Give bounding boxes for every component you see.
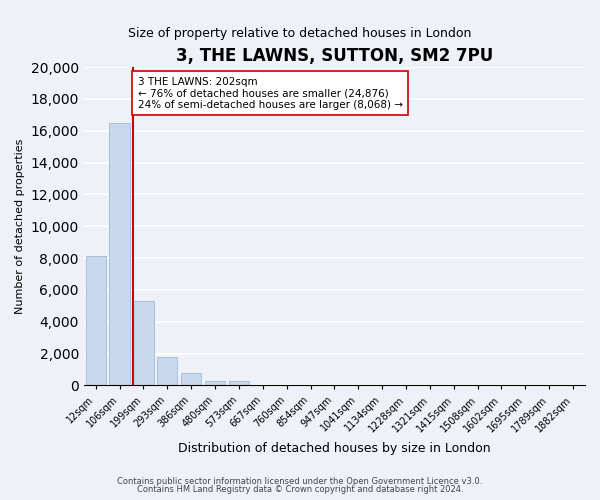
Bar bbox=[109, 123, 130, 386]
Bar bbox=[86, 256, 106, 386]
Bar bbox=[133, 301, 154, 386]
Bar bbox=[181, 372, 202, 386]
Bar bbox=[205, 380, 225, 386]
X-axis label: Distribution of detached houses by size in London: Distribution of detached houses by size … bbox=[178, 442, 491, 455]
Title: 3, THE LAWNS, SUTTON, SM2 7PU: 3, THE LAWNS, SUTTON, SM2 7PU bbox=[176, 48, 493, 66]
Text: Size of property relative to detached houses in London: Size of property relative to detached ho… bbox=[128, 28, 472, 40]
Text: Contains HM Land Registry data © Crown copyright and database right 2024.: Contains HM Land Registry data © Crown c… bbox=[137, 484, 463, 494]
Text: 3 THE LAWNS: 202sqm
← 76% of detached houses are smaller (24,876)
24% of semi-de: 3 THE LAWNS: 202sqm ← 76% of detached ho… bbox=[137, 76, 403, 110]
Bar bbox=[157, 356, 178, 386]
Y-axis label: Number of detached properties: Number of detached properties bbox=[15, 138, 25, 314]
Text: Contains public sector information licensed under the Open Government Licence v3: Contains public sector information licen… bbox=[118, 477, 482, 486]
Bar bbox=[229, 380, 249, 386]
